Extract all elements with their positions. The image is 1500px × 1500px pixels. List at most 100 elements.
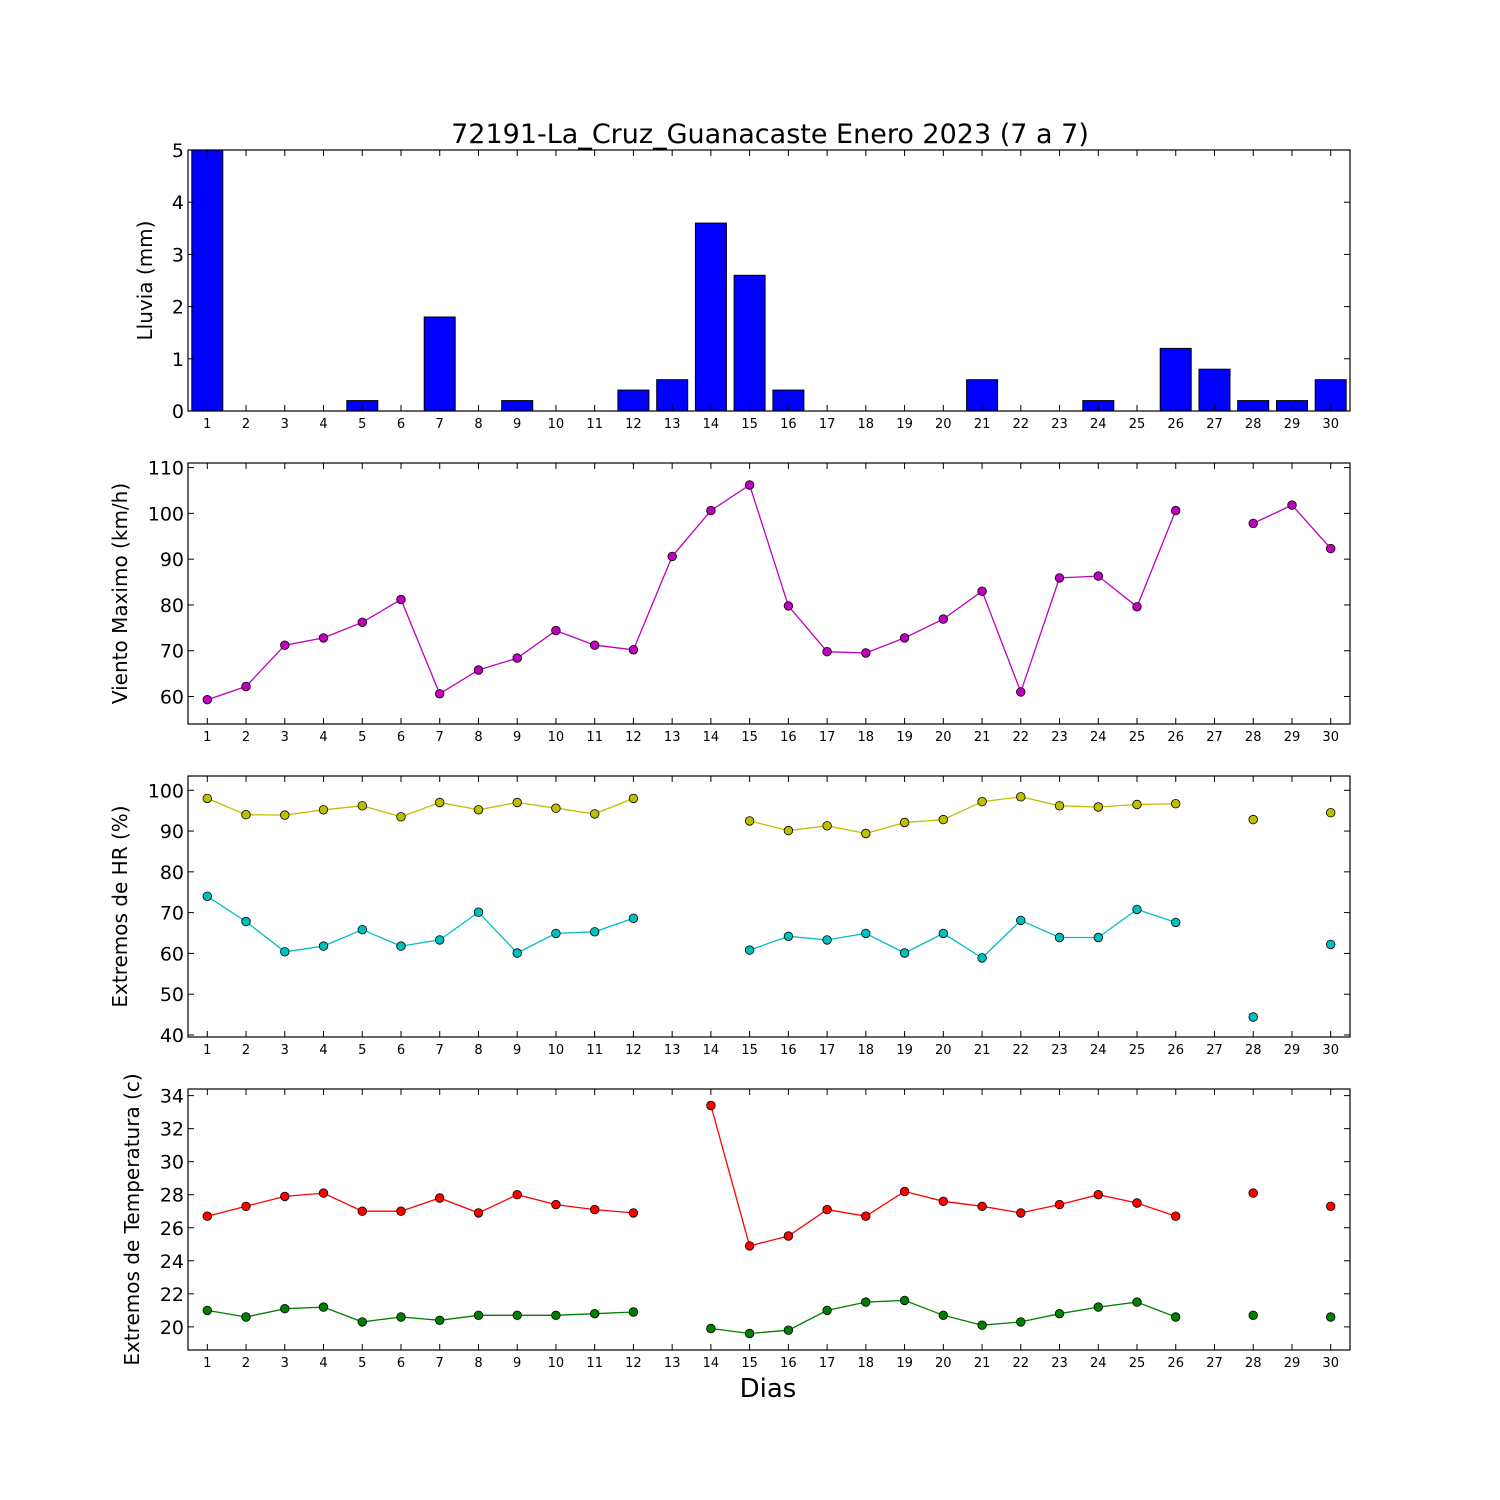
x-tick-label: 29 [1284,417,1301,432]
x-tick-label: 18 [858,730,875,745]
x-tick-label: 4 [319,730,327,745]
x-tick-label: 7 [436,730,444,745]
x-tick-label: 30 [1322,1043,1339,1058]
x-tick-label: 16 [780,1356,797,1371]
x-tick-label: 18 [858,1043,875,1058]
x-tick-label: 4 [319,1356,327,1371]
series-2-point-day-12 [628,913,639,924]
x-tick-label: 3 [281,1356,289,1371]
x-tick-label: 29 [1284,1356,1301,1371]
series-2-point-day-5 [357,925,368,935]
y-tick-label: 4 [172,192,184,214]
y-tick-label: 90 [160,821,184,843]
series-1-point-day-5 [357,1206,368,1216]
series-2-point-day-26 [1170,917,1181,928]
y-tick-label: 0 [172,401,184,423]
panel-4-frame [187,1088,1351,1351]
x-tick-label: 8 [474,1356,482,1371]
bar-day-1 [191,149,224,412]
x-tick-label: 27 [1206,1043,1223,1058]
series-1-point-day-24 [1093,1189,1104,1200]
x-tick-label: 2 [242,417,250,432]
series-1-point-day-28 [1248,518,1258,529]
x-tick-label: 16 [780,417,797,432]
x-tick-label: 9 [513,730,521,745]
y-tick-label: 40 [160,1025,184,1047]
y-tick-label: 80 [160,595,184,617]
series-2-point-day-19 [899,1295,910,1306]
x-tick-label: 1 [203,417,211,432]
x-tick-label: 17 [819,1043,836,1058]
x-tick-label: 28 [1245,1043,1262,1058]
series-2-point-day-17 [822,935,832,945]
bar-day-26 [1159,347,1192,412]
series-2-point-day-22 [1016,1317,1026,1327]
series-1-point-day-21 [977,1201,987,1212]
series-1-point-day-2 [241,1201,251,1212]
x-tick-label: 15 [741,417,758,432]
series-1-point-day-12 [628,645,639,655]
series-1-point-day-23 [1054,801,1065,811]
panel-3-frame [187,775,1351,1038]
x-tick-label: 25 [1129,1043,1146,1058]
series-1-point-day-14 [706,505,716,516]
series-2-point-day-16 [783,1325,794,1335]
x-tick-label: 23 [1051,1356,1068,1371]
series-2-point-day-9 [512,948,522,958]
series-1-point-day-16 [783,1231,794,1241]
x-tick-label: 13 [664,1043,681,1058]
x-tick-label: 29 [1284,1043,1301,1058]
x-tick-label: 5 [358,417,366,432]
x-tick-label: 24 [1090,417,1107,432]
panel-4-y-axis-label: Extremos de Temperatura (c) [120,1073,144,1365]
x-tick-label: 17 [819,1356,836,1371]
x-tick-label: 21 [974,1356,991,1371]
series-2-line-1 [207,1306,634,1323]
series-1-point-day-15 [744,816,755,826]
series-2-point-day-15 [744,1328,755,1339]
series-1-point-day-6 [396,812,406,822]
x-tick-label: 29 [1284,730,1301,745]
x-tick-label: 14 [703,417,720,432]
series-1-line-1 [207,797,634,818]
y-tick-label: 100 [148,780,184,802]
series-1-point-day-10 [551,625,561,636]
series-2-point-day-20 [938,1310,949,1321]
y-tick-label: 26 [160,1218,184,1240]
series-1-point-day-15 [744,480,755,490]
x-tick-label: 12 [625,730,642,745]
x-tick-label: 11 [586,417,603,432]
x-tick-label: 6 [397,417,405,432]
x-tick-label: 9 [513,1356,521,1371]
x-tick-label: 6 [397,730,405,745]
series-2-point-day-25 [1132,904,1142,915]
series-1-point-day-7 [435,689,445,699]
x-tick-label: 26 [1167,1043,1184,1058]
series-2-point-day-30 [1325,939,1336,950]
x-tick-label: 3 [281,1043,289,1058]
x-tick-label: 14 [703,1043,720,1058]
x-tick-label: 16 [780,1043,797,1058]
series-2-point-day-9 [512,1310,522,1321]
y-tick-label: 32 [160,1119,184,1141]
series-1-point-day-17 [822,647,832,657]
y-tick-label: 24 [160,1251,184,1273]
x-tick-label: 11 [586,730,603,745]
series-2-point-day-24 [1093,932,1104,943]
x-tick-label: 18 [858,417,875,432]
series-1-point-day-14 [706,1100,716,1111]
x-tick-label: 30 [1322,417,1339,432]
bar-day-15 [733,274,766,412]
x-tick-label: 9 [513,417,521,432]
x-tick-label: 10 [548,1356,565,1371]
x-tick-label: 26 [1167,730,1184,745]
series-1-point-day-9 [512,653,522,663]
x-tick-label: 11 [586,1043,603,1058]
x-tick-label: 27 [1206,730,1223,745]
series-2-point-day-10 [551,928,561,939]
x-tick-label: 7 [436,417,444,432]
